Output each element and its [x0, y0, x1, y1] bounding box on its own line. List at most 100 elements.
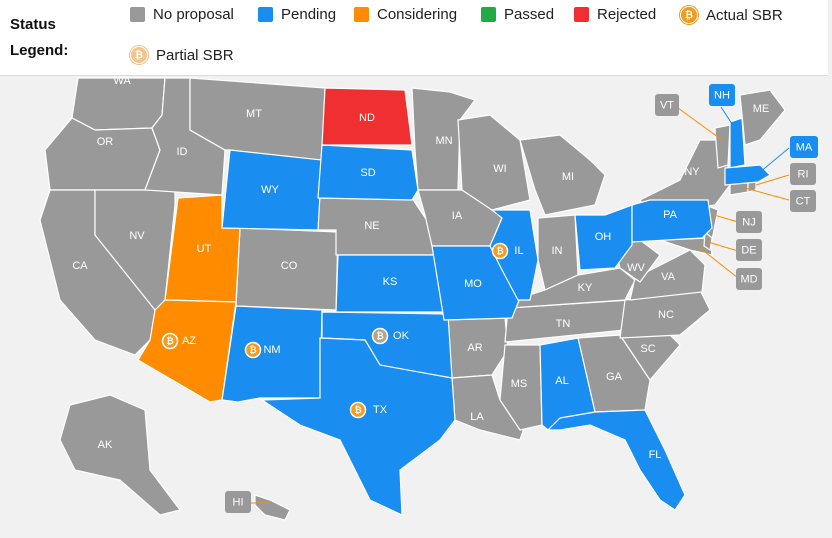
label-nv: NV [129, 230, 145, 242]
bitcoin-partial-icon: ₿ [130, 46, 148, 64]
pending-swatch [258, 7, 273, 22]
callout-ct[interactable]: CT [790, 190, 816, 212]
label-pa: PA [663, 209, 678, 221]
label-id: ID [177, 146, 188, 158]
label-mt: MT [246, 108, 262, 120]
state-mn[interactable] [411, 87, 476, 191]
state-nm[interactable] [221, 305, 323, 403]
label-co: CO [281, 260, 298, 272]
callout-ri[interactable]: RI [790, 163, 816, 185]
state-va[interactable] [629, 249, 706, 301]
state-wi[interactable] [457, 114, 531, 211]
callout-hi[interactable]: HI [225, 491, 251, 513]
callout-nj[interactable]: NJ [736, 211, 762, 233]
state-mi[interactable] [519, 134, 606, 216]
state-nd[interactable] [321, 87, 413, 146]
status-legend: Status Legend: No proposal Pending Consi… [0, 0, 828, 76]
state-tx[interactable] [260, 337, 456, 516]
label-sc: SC [640, 343, 655, 355]
svg-text:CT: CT [796, 195, 811, 207]
state-il[interactable] [489, 209, 539, 301]
state-de[interactable] [703, 230, 713, 252]
callout-ma[interactable]: MA [790, 136, 818, 158]
label-il: IL [514, 245, 523, 257]
label-ga: GA [606, 371, 623, 383]
callout-md[interactable]: MD [736, 268, 762, 290]
label-wy: WY [261, 184, 279, 196]
state-me[interactable] [739, 89, 786, 146]
passed-swatch [481, 7, 496, 22]
bitcoin-icon[interactable]: ₿ [349, 401, 367, 419]
label-in: IN [552, 245, 563, 257]
state-vt[interactable] [714, 124, 731, 169]
label-ms: MS [511, 378, 528, 390]
legend-actual-sbr[interactable]: ₿ Actual SBR [680, 6, 783, 24]
states-gray [39, 77, 786, 521]
bitcoin-icon[interactable]: ₿ [491, 242, 509, 260]
bitcoin-icon[interactable]: ₿ [161, 332, 179, 350]
svg-text:₿: ₿ [376, 331, 383, 341]
label-ia: IA [452, 210, 463, 222]
legend-partial-sbr[interactable]: ₿ Partial SBR [130, 46, 234, 64]
bitcoin-partial-icon[interactable]: ₿ [371, 327, 389, 345]
callout-vt[interactable]: VT [655, 94, 679, 116]
label-wa: WA [113, 75, 131, 87]
legend-no-proposal[interactable]: No proposal [130, 6, 234, 23]
state-ms[interactable] [499, 344, 543, 431]
svg-text:MA: MA [796, 141, 813, 153]
label-az: AZ [182, 335, 196, 347]
label-la: LA [470, 411, 484, 423]
svg-text:NJ: NJ [742, 216, 755, 228]
state-sd[interactable] [317, 144, 419, 201]
label-wv: WV [627, 262, 645, 274]
svg-text:₿: ₿ [249, 345, 256, 355]
label-al: AL [555, 375, 568, 387]
legend-rejected[interactable]: Rejected [574, 6, 656, 23]
svg-text:₿: ₿ [496, 246, 503, 256]
state-ky[interactable] [508, 267, 636, 309]
label-or: OR [97, 136, 114, 148]
label-ca: CA [72, 260, 88, 272]
label-mn: MN [435, 135, 452, 147]
callouts: VT NH MA RI CT NJ DE MD [225, 84, 818, 513]
state-pa[interactable] [631, 199, 713, 243]
states-rejected [321, 87, 413, 146]
state-labels: WA OR CA ID NV MT WY UT AZ CO NM ND SD N… [72, 75, 769, 461]
label-ok: OK [393, 330, 410, 342]
label-fl: FL [649, 449, 662, 461]
state-ak[interactable] [59, 394, 182, 516]
state-ma[interactable] [724, 164, 771, 186]
bitcoin-icon[interactable]: ₿ [244, 341, 262, 359]
label-ar: AR [467, 342, 482, 354]
no-proposal-swatch [130, 7, 145, 22]
bitcoin-icon: ₿ [680, 6, 698, 24]
legend-passed[interactable]: Passed [481, 6, 554, 23]
states-pending [221, 117, 771, 516]
callout-nh[interactable]: NH [709, 84, 735, 106]
state-fl[interactable] [546, 409, 686, 511]
state-wy[interactable] [221, 149, 323, 231]
label-mo: MO [464, 278, 482, 290]
label-mi: MI [562, 171, 574, 183]
callout-de[interactable]: DE [736, 239, 762, 261]
label-tx: TX [373, 404, 388, 416]
label-ak: AK [98, 439, 113, 451]
state-hi[interactable] [254, 494, 291, 521]
label-wi: WI [493, 163, 506, 175]
considering-swatch [354, 7, 369, 22]
label-nd: ND [359, 112, 375, 124]
svg-text:VT: VT [660, 99, 674, 111]
state-oh[interactable] [574, 204, 633, 271]
svg-text:NH: NH [714, 89, 730, 101]
label-tn: TN [556, 318, 571, 330]
svg-text:MD: MD [740, 273, 757, 285]
state-nh[interactable] [729, 117, 746, 169]
legend-considering[interactable]: Considering [354, 6, 457, 23]
legend-pending[interactable]: Pending [258, 6, 336, 23]
states-considering [137, 194, 241, 403]
label-oh: OH [595, 231, 612, 243]
us-map: WA OR CA ID NV MT WY UT AZ CO NM ND SD N… [39, 75, 818, 521]
label-ny: NY [684, 166, 700, 178]
svg-text:₿: ₿ [354, 405, 361, 415]
label-ne: NE [364, 220, 379, 232]
